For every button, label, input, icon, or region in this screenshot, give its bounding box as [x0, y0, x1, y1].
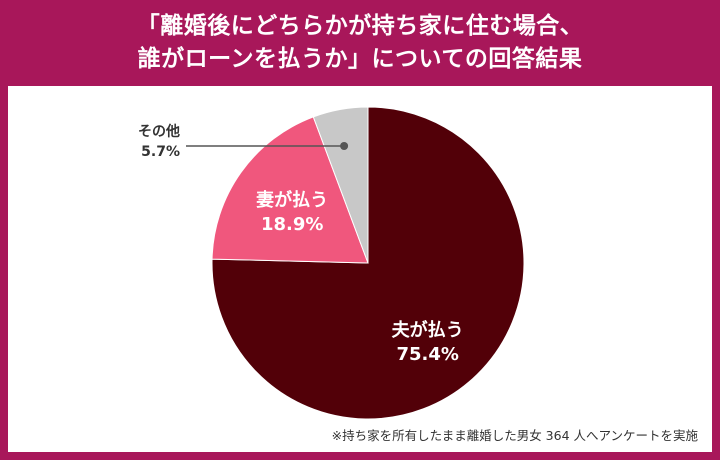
pie-chart: 夫が払う 75.4% 妻が払う 18.9% その他 5.7% [138, 106, 525, 420]
title-line-2: 誰がローンを払うか」についての回答結果 [137, 46, 583, 72]
label-husband: 夫が払う [392, 319, 464, 341]
chart-panel: 夫が払う 75.4% 妻が払う 18.9% その他 5.7% ※持ち家を所有したまま離婚し… [8, 86, 712, 452]
title-line-1: 「離婚後にどちらかが持ち家に住む場合、 [136, 13, 584, 39]
value-husband: 75.4% [396, 344, 458, 365]
label-wife: 妻が払う [256, 189, 328, 211]
chart-title: 「離婚後にどちらかが持ち家に住む場合、 誰がローンを払うか」についての回答結果 [0, 0, 720, 86]
leader-dot-other [340, 142, 349, 150]
value-other: 5.7% [141, 144, 180, 160]
slice-wife [211, 116, 369, 264]
footnote: ※持ち家を所有したまま離婚した男女 364 人へアンケートを実施 [331, 428, 698, 443]
value-wife: 18.9% [261, 214, 323, 235]
label-other: その他 [138, 123, 180, 140]
